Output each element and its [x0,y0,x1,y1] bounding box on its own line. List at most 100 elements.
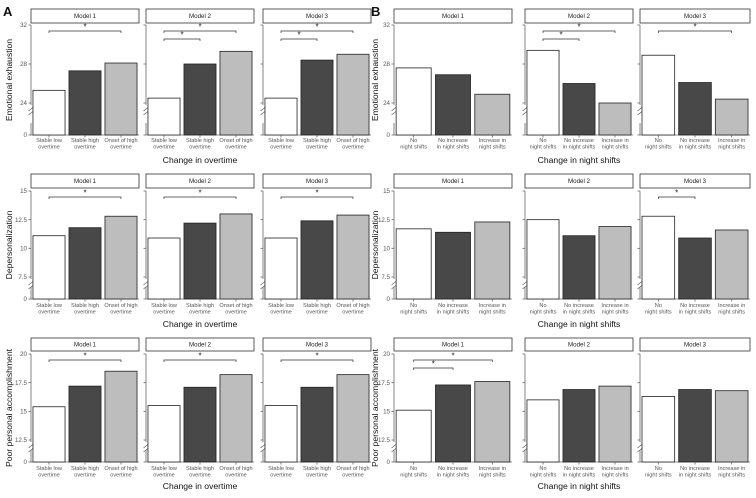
facet-strip-label: Model 2 [189,178,212,185]
bar [147,237,181,300]
bar [219,213,253,300]
y-tick-label: 10 [20,246,27,253]
x-category-label: No increase in night shifts [437,303,470,315]
x-category-label: Onset of high overtime [219,138,252,150]
facet-b-model-3-row2: Model 3 No night shifts No increase in night… [637,173,751,315]
facet-strip-label: Model 1 [74,178,97,185]
bar [336,214,370,300]
facet-strip-label: Model 3 [306,178,329,185]
facet-b-model-1-row3: Model 1 0 12.5 15 17.5 20 No night shifts No inc… [370,337,513,478]
facet-b-model-3-row1: Model 3 No night shifts No increase in night… [637,8,751,150]
x-axis-title: Change in overtime [163,481,238,491]
y-tick-label: 28 [20,61,27,68]
significance-star: * [315,189,318,198]
bar [714,390,749,463]
y-tick-label: 15 [383,409,390,416]
x-category-label: No night shifts [645,138,672,150]
facet-strip-label: Model 3 [684,342,707,349]
bar [264,97,298,136]
bar [562,83,596,136]
facet-strip-label: Model 2 [568,178,591,185]
significance-star: * [577,23,580,32]
significance-bracket [48,30,122,33]
x-category-label: Stable low overtime [268,303,295,315]
x-category-label: No night shifts [645,303,672,315]
x-category-label: No increase in night shifts [563,138,596,150]
x-category-label: No night shifts [400,138,427,150]
significance-star: * [693,23,696,32]
facet-b-model-3-row3: Model 3 No night shifts No increase in night… [637,337,751,478]
facet-a-model-2-row2: Model 2 Stable low overtime Stable high over… [143,173,255,329]
bar [147,405,181,463]
x-category-label: Onset of high overtime [219,466,252,478]
facet-a-model-1-row3: Model 1 0 12.5 15 17.5 20 Stable low overtime St… [4,337,140,478]
facet-strip [639,337,751,352]
significance-star: * [198,352,201,361]
bar [104,215,138,300]
facet-strip [145,337,255,352]
axis-break-mark [391,284,397,290]
y-tick-label: 0 [24,459,28,466]
facet-a-model-3-row3: Model 3 Stable low overtime Stable high over… [260,337,372,478]
facet-b-model-2-row3: Model 2 No night shifts No increase in night… [522,337,634,491]
facet-b-model-1-row2: Model 1 0 7.5 10 12.5 15 No night shifts No incr… [370,173,513,315]
significance-star: * [451,352,454,361]
bar [147,97,181,136]
x-category-label: No increase in night shifts [679,466,712,478]
bar [68,227,102,300]
bar [526,49,560,136]
x-category-label: Stable high overtime [303,138,331,150]
y-tick-label: 0 [387,459,391,466]
bar [562,389,596,463]
bar [641,54,676,136]
x-category-label: Stable low overtime [36,466,63,478]
x-category-label: Increase in night shifts [479,138,506,150]
bar [435,231,471,300]
significance-bracket [163,359,237,362]
significance-star: * [315,352,318,361]
facet-b-model-1-row1: Model 1 0 24 28 32 No night shifts No increase i… [370,8,513,150]
x-category-label: Onset of high overtime [219,303,252,315]
significance-bracket [280,359,354,362]
facet-strip [393,337,513,352]
y-tick-label: 15 [20,188,27,195]
bar [526,219,560,300]
significance-star: * [675,189,678,198]
bar [435,384,471,463]
bar [474,381,511,463]
x-category-label: Onset of high overtime [336,303,369,315]
x-category-label: Increase in night shifts [718,466,745,478]
facet-strip [30,173,140,189]
x-category-label: Stable low overtime [268,466,295,478]
facet-strip-label: Model 2 [568,342,591,349]
significance-bracket [413,367,454,370]
significance-bracket [163,30,237,33]
x-axis-title: Change in overtime [163,319,238,329]
x-category-label: Stable low overtime [151,466,178,478]
x-category-label: Stable high overtime [186,138,214,150]
x-category-label: Stable high overtime [303,303,331,315]
y-tick-label: 15 [383,188,390,195]
significance-star: * [432,360,435,369]
x-category-label: Stable high overtime [186,466,214,478]
facet-strip [524,8,634,24]
bar [183,222,217,300]
bar [395,67,432,136]
x-category-label: Increase in night shifts [718,138,745,150]
significance-bracket [163,196,237,199]
x-category-label: Stable low overtime [36,303,63,315]
facet-strip-label: Model 3 [306,342,329,349]
y-tick-label: 17.5 [378,380,391,387]
facet-a-model-1-row2: Model 1 0 7.5 10 12.5 15 Stable low overtime Sta… [4,173,140,315]
bar [32,406,66,463]
y-tick-label: 0 [387,132,391,139]
y-tick-label: 12.5 [15,217,28,224]
x-category-label: Stable high overtime [186,303,214,315]
bar [598,226,632,300]
significance-bracket [413,359,493,362]
x-category-label: Stable low overtime [151,138,178,150]
x-category-label: No increase in night shifts [437,138,470,150]
y-tick-label: 32 [383,22,390,29]
bar [395,228,432,300]
